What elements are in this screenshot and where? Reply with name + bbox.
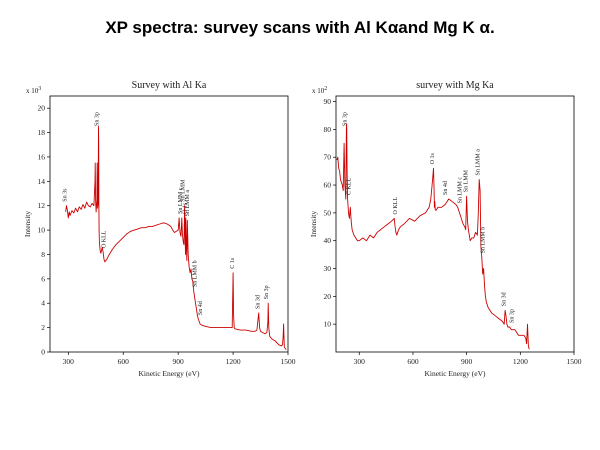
peak-label: Sn LMM b [481,227,487,254]
x-tick-label: 300 [354,357,366,366]
chart-title: survey with Mg Ka [416,80,494,91]
peak-label: C 1s [230,257,236,269]
peak-label: Sn 4d [443,181,449,195]
y-tick-label: 16 [38,152,46,161]
y-multiplier-label: x 102 [312,86,327,95]
y-tick-label: 4 [41,299,45,308]
y-multiplier-label: x 103 [26,86,41,95]
spectrum-line [65,126,287,350]
peak-label: Sn 3p [264,285,270,299]
plot-frame [49,95,289,353]
x-axis-label: Kinetic Energy (eV) [424,369,486,378]
y-tick-label: 40 [324,236,332,245]
peak-label: O 1s [183,202,189,214]
y-tick-label: 90 [324,97,332,106]
peak-label: Sn 3d [502,292,508,306]
peak-label: O KLL [101,230,107,248]
plot-frame [335,95,575,353]
y-axis-label: Intensity [23,211,32,237]
y-tick-label: 10 [324,320,332,329]
y-tick-label: 10 [38,226,46,235]
y-tick-label: 20 [38,104,46,113]
chart-al-survey: Survey with Al Ka x 103 300 600 900 1200 1500 0… [23,80,296,378]
peak-label: Sn 3p [510,309,516,323]
x-tick-label: 600 [118,357,130,366]
x-tick-label: 300 [63,357,75,366]
x-tick-label: 1500 [567,357,582,366]
spectrum-line [336,123,530,350]
x-tick-label: 900 [461,357,473,366]
y-tick-label: 0 [41,348,45,357]
y-tick-label: 80 [324,125,332,134]
y-tick-label: 12 [38,201,46,210]
peak-label: Sn 3d [256,295,262,309]
x-axis-label: Kinetic Energy (eV) [138,369,200,378]
x-tick-label: 1200 [226,357,241,366]
chart-title: Survey with Al Ka [132,80,207,91]
y-axis-label: Intensity [309,211,318,237]
chart-mg-survey: survey with Mg Ka x 102 300 600 900 1200 1500 1… [309,80,582,378]
y-tick-label: 50 [324,208,332,217]
y-tick-label: 18 [38,128,46,137]
peak-label: Sn LMM c [178,187,184,214]
y-tick-label: 20 [324,292,332,301]
y-tick-label: 60 [324,181,332,190]
y-tick-label: 6 [41,274,45,283]
x-tick-label: 600 [407,357,419,366]
x-tick-label: 900 [173,357,185,366]
peak-label: O 1s [430,153,436,165]
y-tick-label: 30 [324,264,332,273]
peak-label: O KLL [393,197,399,215]
y-tick-label: 8 [41,250,45,259]
y-tick-label: 2 [41,323,45,332]
x-tick-label: 1500 [281,357,296,366]
peak-label: Sn LMM [464,169,470,192]
slide-title: XP spectra: survey scans with Al Kαand M… [105,18,495,37]
x-tick-label: 1200 [513,357,528,366]
y-tick-label: 14 [38,177,46,186]
peak-label: Sn LMM a [185,190,191,217]
peak-label: Sn 3p [95,112,101,126]
peak-label: Sn LMM c [458,177,464,204]
peak-label: Sn 3s [62,188,68,202]
peak-label: Sn LMM a [476,149,482,176]
y-tick-label: 70 [324,153,332,162]
peak-label: C KLL [346,177,352,195]
peak-label: Sn 4d [198,301,204,315]
peak-label: Sn 3p [342,112,348,126]
peak-label: Sn LMM b [192,260,198,287]
peak-label: Sn LMM [181,179,187,202]
